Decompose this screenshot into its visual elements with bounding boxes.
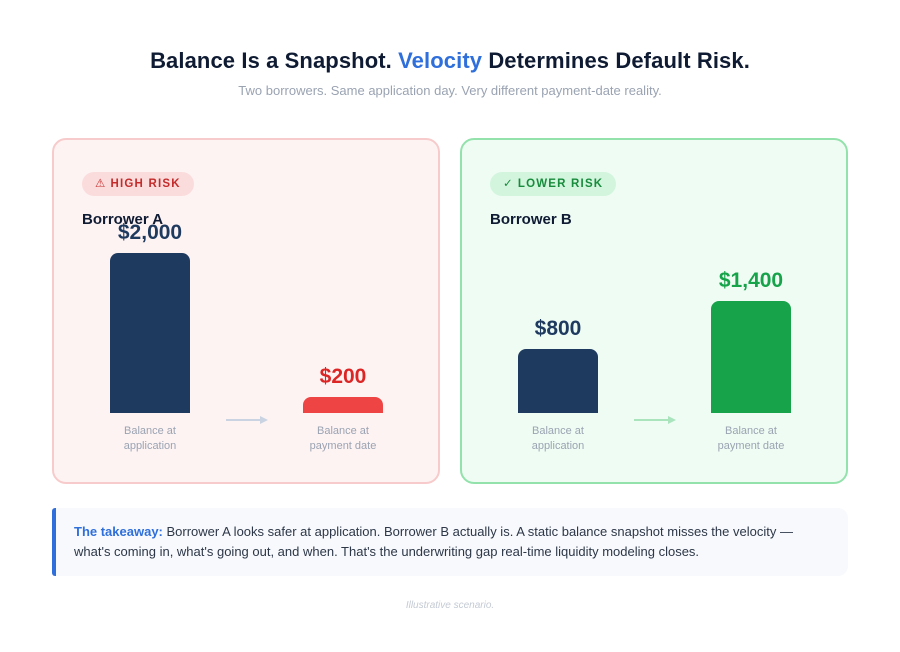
caption-line: payment date <box>309 440 377 452</box>
value-label-application: $800 <box>534 317 582 340</box>
caption-payment: Balance at payment date <box>273 424 413 454</box>
borrower-a-panel: ⚠ HIGH RISK Borrower A $2,000 Balance at … <box>52 138 440 484</box>
title-part-2: Determines Default Risk. <box>488 48 750 73</box>
value-label-application: $2,000 <box>117 221 183 244</box>
title-highlight: Velocity <box>398 48 483 73</box>
arrow-right-icon <box>226 416 268 424</box>
high-risk-badge: ⚠ HIGH RISK <box>82 172 194 196</box>
borrower-a-name: Borrower A <box>82 211 164 228</box>
bar-balance-application <box>518 349 598 413</box>
caption-line: payment date <box>717 440 785 452</box>
value-label-payment: $1,400 <box>718 269 784 292</box>
warning-icon: ⚠ <box>95 178 107 190</box>
badge-label: HIGH RISK <box>110 178 181 190</box>
bar-balance-payment <box>711 301 791 413</box>
caption-line: Balance at <box>725 425 777 437</box>
caption-line: application <box>123 440 177 452</box>
caption-application: Balance at application <box>80 424 220 454</box>
caption-line: Balance at <box>124 425 176 437</box>
chart-subtitle: Two borrowers. Same application day. Ver… <box>238 83 662 98</box>
caption-application: Balance at application <box>488 424 628 454</box>
takeaway-callout: The takeaway: Borrower A looks safer at … <box>52 508 848 576</box>
takeaway-lead: The takeaway: <box>74 524 163 539</box>
footnote: Illustrative scenario. <box>405 600 495 611</box>
caption-line: application <box>531 440 585 452</box>
caption-line: Balance at <box>532 425 584 437</box>
lower-risk-badge: ✓ LOWER RISK <box>490 172 617 196</box>
arrow-right-icon <box>634 416 676 424</box>
caption-payment: Balance at payment date <box>681 424 821 454</box>
badge-label: LOWER RISK <box>517 178 604 190</box>
check-icon: ✓ <box>503 178 514 190</box>
borrower-b-panel: ✓ LOWER RISK Borrower B $800 Balance at a… <box>460 138 848 484</box>
title-part-1: Balance Is a Snapshot. <box>150 48 392 73</box>
chart-title: Balance Is a Snapshot. Velocity Determin… <box>0 48 900 74</box>
caption-line: Balance at <box>317 425 369 437</box>
bar-balance-application <box>110 253 190 413</box>
value-label-payment: $200 <box>319 365 367 388</box>
bar-balance-payment <box>303 397 383 413</box>
borrower-b-name: Borrower B <box>490 211 572 228</box>
takeaway-text: Borrower A looks safer at application. B… <box>74 524 793 559</box>
